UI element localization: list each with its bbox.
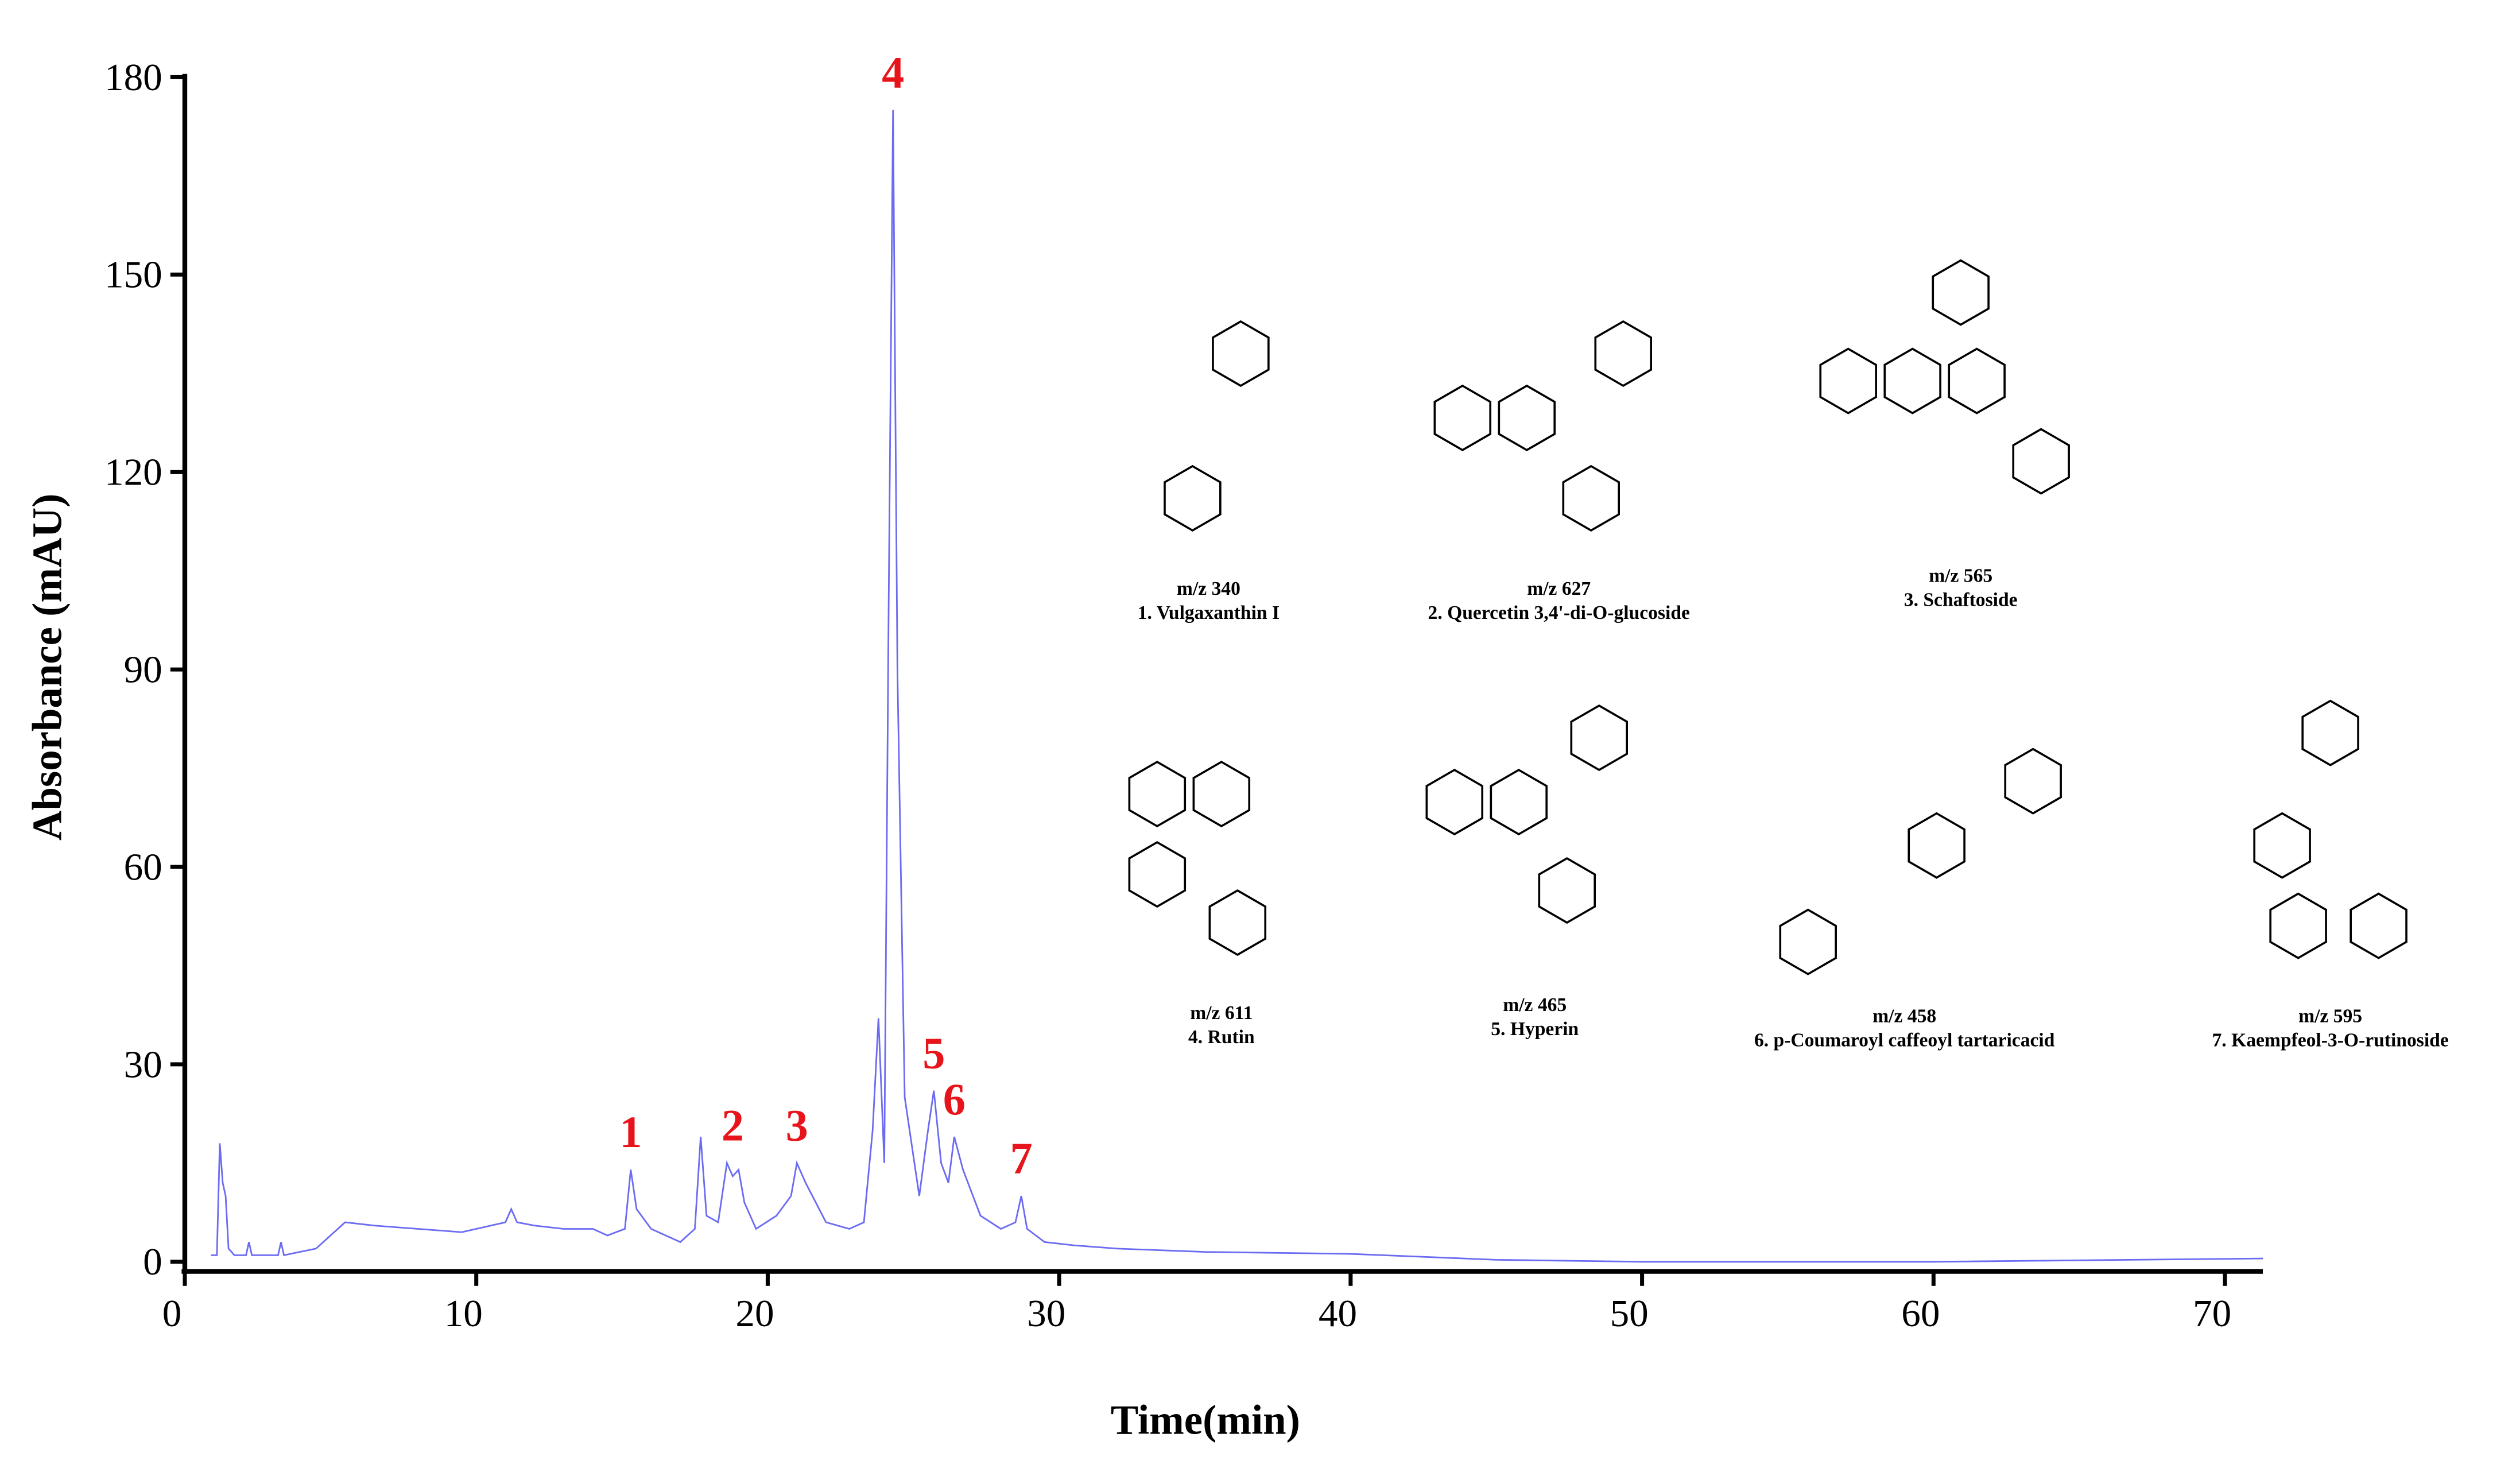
x-tick-label: 50 [1610, 1292, 1649, 1335]
compound-mz: m/z 465 [1503, 994, 1567, 1016]
y-tick-label: 150 [104, 253, 162, 296]
ring [1192, 760, 1251, 828]
compound-mz: m/z 458 [1872, 1006, 1936, 1027]
compound-structure [1164, 320, 1270, 532]
ring [1425, 768, 1484, 836]
x-tick-label: 40 [1319, 1292, 1357, 1335]
y-tick-label: 120 [104, 451, 162, 494]
ring [1490, 768, 1548, 836]
ring [2012, 428, 2070, 495]
compound-structure [1425, 704, 1628, 924]
peak-label: 5 [922, 1028, 945, 1078]
ring [1779, 908, 1837, 975]
y-tick-label: 0 [143, 1240, 162, 1283]
x-tick-label: 20 [735, 1292, 774, 1335]
ring [2350, 892, 2407, 959]
compound-mz: m/z 627 [1527, 578, 1591, 599]
x-tick-label: 10 [444, 1292, 483, 1335]
y-axis-title: Absorbance (mAU) [24, 494, 70, 840]
ring [2301, 699, 2359, 766]
ring [1164, 464, 1222, 532]
compound-name: 1. Vulgaxanthin I [1138, 602, 1280, 623]
compound-mz: m/z 340 [1177, 578, 1240, 599]
x-tick-label: 0 [162, 1292, 182, 1335]
ring [1932, 259, 1990, 326]
ring [1538, 857, 1596, 924]
compound-mz: m/z 611 [1190, 1002, 1253, 1024]
ring [1883, 347, 1941, 415]
compound-structure [1819, 259, 2070, 495]
ring [1594, 320, 1652, 388]
ring [2004, 747, 2062, 815]
peak-label: 1 [619, 1107, 642, 1157]
compound-name: 2. Quercetin 3,4'-di-O-glucoside [1428, 602, 1690, 623]
compound-structure [2253, 699, 2407, 959]
compound-name: 3. Schaftoside [1904, 590, 2018, 611]
x-tick-label: 30 [1027, 1292, 1065, 1335]
chromatogram-line [211, 110, 2263, 1263]
peak-label: 3 [786, 1101, 808, 1151]
ring [1498, 384, 1556, 452]
ring [1570, 704, 1628, 772]
ring [1908, 812, 1965, 879]
y-tick-label: 90 [124, 648, 162, 691]
ring [1562, 464, 1620, 532]
ring [2269, 892, 2327, 959]
ring [1208, 889, 1267, 956]
compound-name: 4. Rutin [1188, 1027, 1255, 1048]
ring [2253, 812, 2311, 879]
ring [1128, 760, 1187, 828]
ring [1212, 320, 1270, 388]
x-tick-label: 60 [1901, 1292, 1940, 1335]
peak-label: 4 [882, 48, 904, 98]
compound-structure [1779, 747, 2062, 975]
compound-name: 6. p-Coumaroyl caffeoyl tartaricacid [1754, 1030, 2055, 1051]
x-tick-label: 70 [2193, 1292, 2231, 1335]
ring [1819, 347, 1877, 415]
y-tick-label: 30 [124, 1043, 162, 1086]
compound-name: 7. Kaempfeol-3-O-rutinoside [2212, 1030, 2449, 1051]
compound-structure [1433, 320, 1652, 532]
ring [1433, 384, 1492, 452]
compound-name: 5. Hyperin [1491, 1018, 1579, 1040]
y-tick-label: 180 [104, 56, 162, 99]
y-tick-label: 60 [124, 845, 162, 888]
ring [1948, 347, 2006, 415]
compound-mz: m/z 565 [1929, 565, 1992, 587]
peak-label: 6 [943, 1074, 966, 1124]
x-axis-title: Time(min) [1111, 1396, 1300, 1443]
peak-label: 7 [1010, 1133, 1033, 1183]
compound-mz: m/z 595 [2298, 1006, 2362, 1027]
peak-label: 2 [722, 1101, 744, 1151]
compound-structure [1128, 760, 1267, 956]
ring [1128, 840, 1187, 908]
